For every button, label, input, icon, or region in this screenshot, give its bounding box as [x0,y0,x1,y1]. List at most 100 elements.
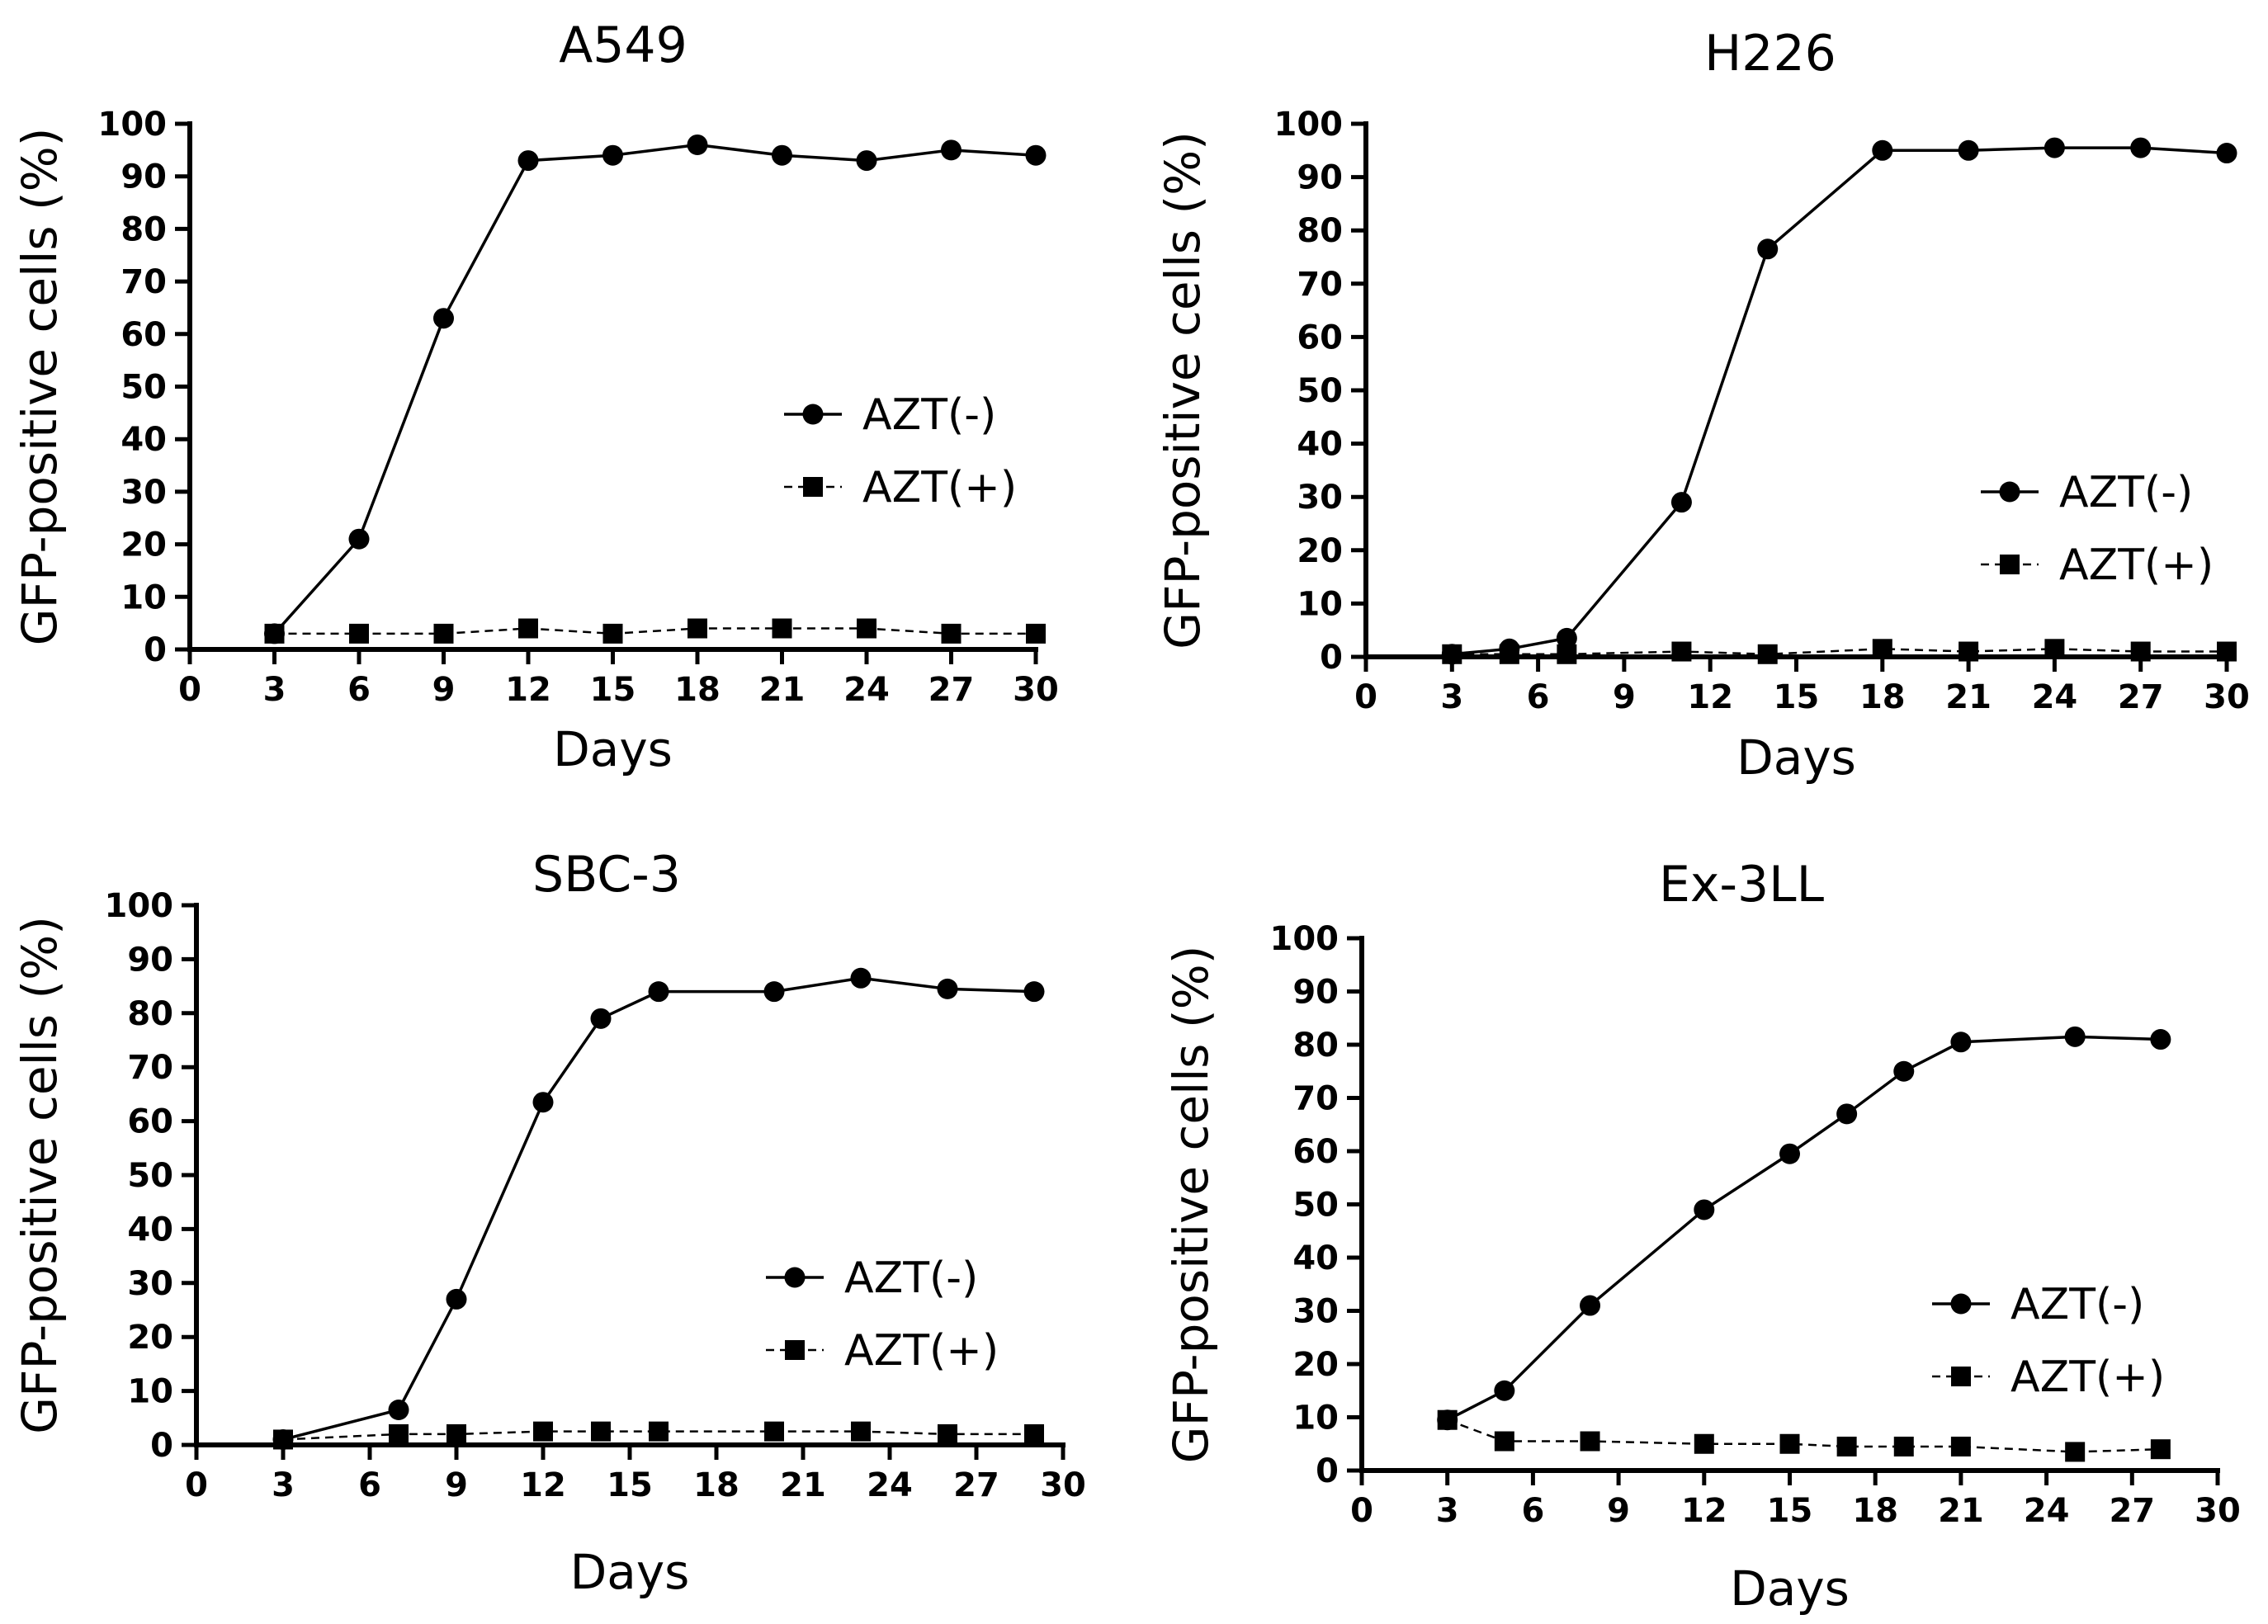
data-point-circle [2150,1029,2171,1050]
y-tick-label: 80 [1292,1027,1339,1065]
chart-panel-1: A549 0 10 20 30 40 50 60 70 80 90 100 0 3 6 9 12 15 18 21 24… [12,17,1059,777]
data-point-circle [937,978,958,999]
legend-label: AZT(-) [2010,1280,2144,1329]
x-tick-label: 9 [1607,1492,1630,1530]
x-tick-label: 21 [780,1466,826,1504]
data-point-square [857,618,876,639]
data-point-square [938,1423,957,1444]
data-point-square [1494,1431,1514,1452]
x-tick-label: 15 [1774,678,1820,716]
data-point-circle [1580,1295,1601,1316]
legend-marker [1999,481,2020,503]
legend-marker [784,1267,806,1288]
data-point-circle [1670,492,1692,513]
y-tick-label: 30 [1292,1293,1339,1331]
y-tick-label: 50 [120,369,167,407]
x-tick-label: 6 [1527,678,1550,716]
data-point-square [1779,1433,1800,1454]
x-tick-label: 18 [1852,1492,1898,1530]
y-tick-label: 0 [144,631,167,669]
y-tick-label: 100 [105,887,174,925]
data-point-circle [850,967,872,989]
data-point-square [433,623,454,644]
x-tick-label: 24 [867,1466,913,1504]
x-tick-label: 24 [2032,678,2078,716]
data-point-square [1580,1431,1600,1452]
data-point-square [1893,1436,1914,1456]
x-tick-label: 21 [1938,1492,1984,1530]
y-tick-label: 90 [1297,159,1343,197]
x-tick-label: 3 [272,1466,295,1504]
y-tick-label: 70 [1297,266,1343,304]
y-tick-label: 50 [1292,1187,1339,1225]
data-point-circle [1757,238,1779,260]
data-point-square [764,1421,784,1442]
data-point-square [389,1423,409,1444]
y-tick-label: 0 [1320,639,1343,677]
data-point-circle [1893,1060,1915,1082]
x-tick-label: 12 [520,1466,566,1504]
data-point-circle [517,150,539,172]
x-tick-label: 6 [1521,1492,1544,1530]
legend-marker [1951,1367,1971,1386]
x-tick-label: 12 [1681,1492,1727,1530]
legend-marker [1950,1293,1972,1315]
x-tick-label: 27 [2118,678,2164,716]
data-point-circle [856,150,877,172]
y-tick-label: 70 [1292,1080,1339,1118]
x-tick-label: 0 [185,1466,208,1504]
data-point-square [591,1421,611,1442]
x-tick-label: 21 [1945,678,1992,716]
x-tick-label: 30 [2204,678,2250,716]
series-line-azt [1452,648,2227,656]
data-point-circle [590,1008,612,1029]
y-tick-label: 40 [127,1211,173,1249]
x-tick-label: 3 [1440,678,1463,716]
data-point-square [1959,641,1979,662]
y-tick-label: 50 [1297,372,1343,410]
y-tick-label: 90 [1292,974,1339,1012]
series-line-azt [273,143,1037,635]
data-point-circle [1958,139,1979,161]
data-point-circle [2216,143,2237,164]
data-point-square [941,623,962,644]
legend-label: AZT(+) [862,463,1017,512]
data-point-circle [1556,627,1577,649]
x-tick-label: 15 [590,671,636,709]
data-point-circle [532,1092,554,1113]
x-tick-label: 3 [1436,1492,1459,1530]
data-point-circle [1694,1199,1715,1220]
data-point-square [1757,644,1778,664]
x-tick-label: 27 [928,671,975,709]
y-tick-label: 10 [127,1373,173,1411]
legend-label: AZT(+) [2059,541,2214,590]
data-point-circle [941,139,962,161]
data-point-circle [388,1399,409,1420]
y-tick-label: 80 [1297,212,1343,250]
data-point-square [1836,1436,1857,1456]
data-point-square [851,1421,871,1442]
y-tick-label: 90 [127,941,173,979]
data-point-circle [1872,139,1893,161]
data-point-circle [687,134,708,155]
data-point-square [2217,641,2237,662]
series-line-azt [282,1430,1034,1441]
x-tick-label: 21 [759,671,806,709]
data-point-square [349,623,369,644]
data-point-square [1694,1433,1714,1454]
data-point-square [1671,641,1692,662]
y-tick-label: 0 [1316,1452,1339,1490]
x-tick-label: 30 [2195,1492,2241,1530]
legend-label: AZT(-) [2059,468,2193,517]
x-tick-label: 12 [1687,678,1733,716]
x-tick-label: 6 [358,1466,381,1504]
series-line-azt [274,627,1036,635]
y-tick-label: 20 [120,526,167,564]
x-tick-label: 18 [674,671,721,709]
data-point-square [2065,1442,2086,1462]
y-tick-label: 20 [127,1319,173,1357]
data-point-square [649,1421,669,1442]
data-point-circle [1437,1409,1458,1431]
data-point-circle [1025,144,1047,166]
